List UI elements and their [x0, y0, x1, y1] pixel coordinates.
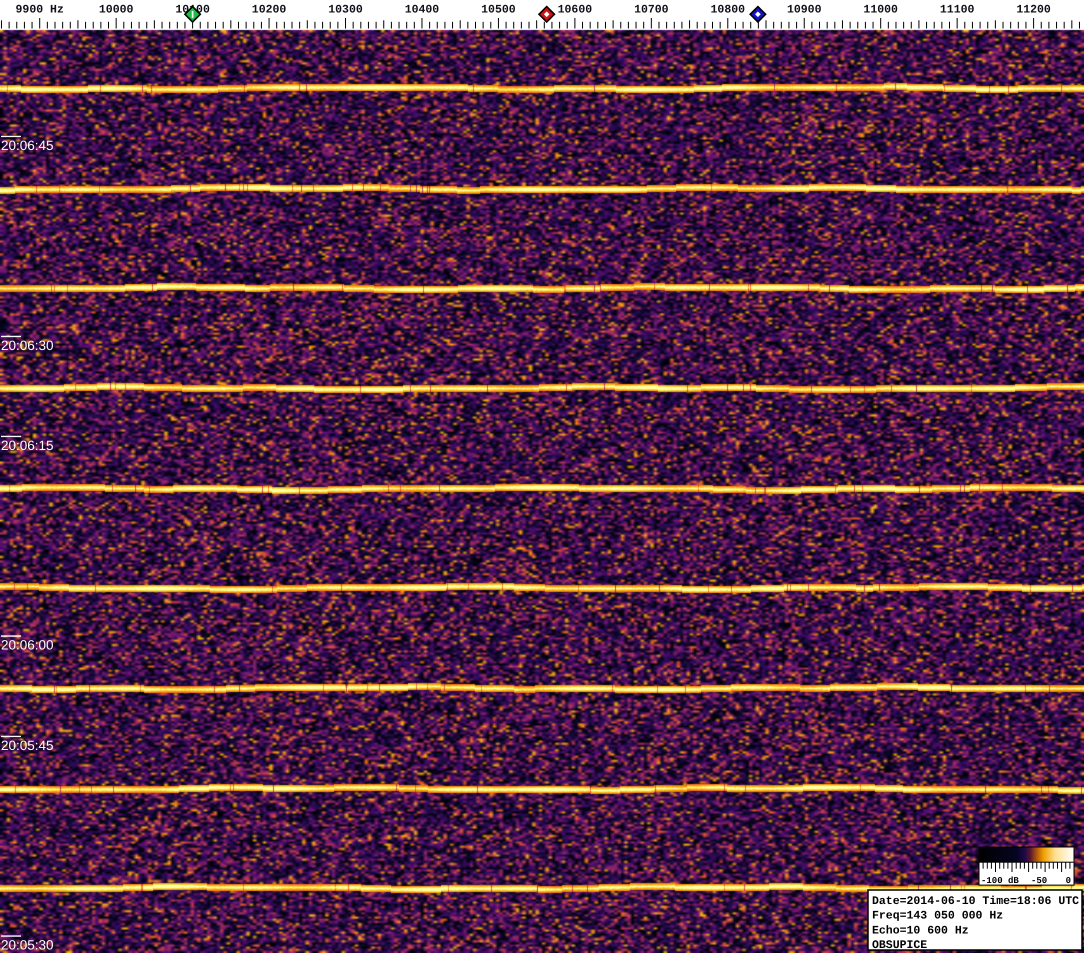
svg-text:20:06:30: 20:06:30 — [1, 338, 54, 353]
svg-text:OBSUPICE: OBSUPICE — [872, 939, 927, 952]
svg-text:20:05:30: 20:05:30 — [1, 938, 54, 953]
svg-text:Freq=143 050 000 Hz: Freq=143 050 000 Hz — [872, 910, 1003, 923]
svg-text:Echo=10 600 Hz: Echo=10 600 Hz — [872, 924, 969, 937]
svg-text:10500: 10500 — [481, 4, 516, 17]
svg-text:20:06:15: 20:06:15 — [1, 438, 54, 453]
svg-text:10400: 10400 — [405, 4, 440, 17]
svg-text:10000: 10000 — [99, 4, 134, 17]
svg-text:10200: 10200 — [252, 4, 287, 17]
svg-text:10700: 10700 — [634, 4, 669, 17]
svg-text:20:06:00: 20:06:00 — [1, 638, 54, 653]
svg-text:11100: 11100 — [940, 4, 975, 17]
svg-text:-100 dB: -100 dB — [981, 876, 1019, 886]
svg-text:-50: -50 — [1031, 876, 1047, 886]
svg-text:11000: 11000 — [863, 4, 898, 17]
svg-text:Date=2014-06-10 Time=18:06 UTC: Date=2014-06-10 Time=18:06 UTC — [872, 895, 1079, 908]
svg-text:10900: 10900 — [787, 4, 822, 17]
svg-text:10800: 10800 — [711, 4, 746, 17]
svg-text:20:05:45: 20:05:45 — [1, 738, 54, 753]
svg-text:10600: 10600 — [558, 4, 593, 17]
svg-text:10300: 10300 — [328, 4, 363, 17]
svg-text:11200: 11200 — [1016, 4, 1051, 17]
svg-text:20:06:45: 20:06:45 — [1, 138, 54, 153]
svg-text:9900 Hz: 9900 Hz — [16, 4, 64, 17]
svg-text:0: 0 — [1066, 876, 1071, 886]
